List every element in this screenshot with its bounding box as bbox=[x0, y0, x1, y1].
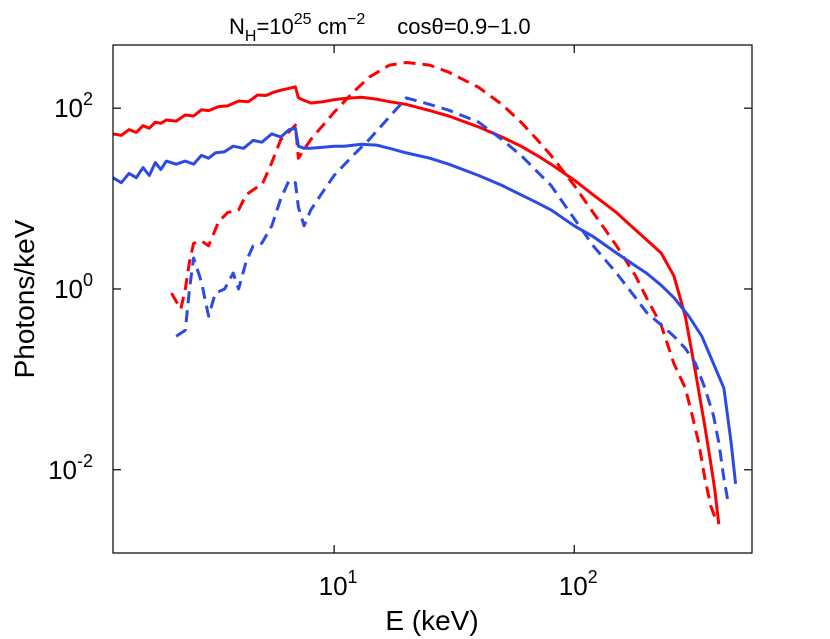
series-line-red-solid bbox=[113, 85, 721, 525]
axes-box bbox=[112, 44, 753, 554]
y-tick-label: 10-2 bbox=[48, 451, 93, 485]
x-tick-label: 102 bbox=[559, 567, 598, 601]
y-axis-label: Photons/keV bbox=[9, 219, 40, 378]
series-line-blue-dashed bbox=[175, 96, 731, 506]
y-tick-label: 102 bbox=[54, 89, 93, 123]
series-line-red-dashed bbox=[170, 61, 717, 518]
tick-group: 101 102 10-2 100 102 bbox=[48, 45, 752, 601]
x-axis-label: E (keV) bbox=[385, 605, 478, 636]
series-line-blue-solid bbox=[113, 126, 738, 484]
x-tick-label: 101 bbox=[319, 567, 358, 601]
chart-title: NH=1025 cm−2 cosθ=0.9−1.0 bbox=[229, 11, 531, 45]
series-group bbox=[113, 61, 738, 525]
y-tick-label: 100 bbox=[54, 270, 93, 304]
